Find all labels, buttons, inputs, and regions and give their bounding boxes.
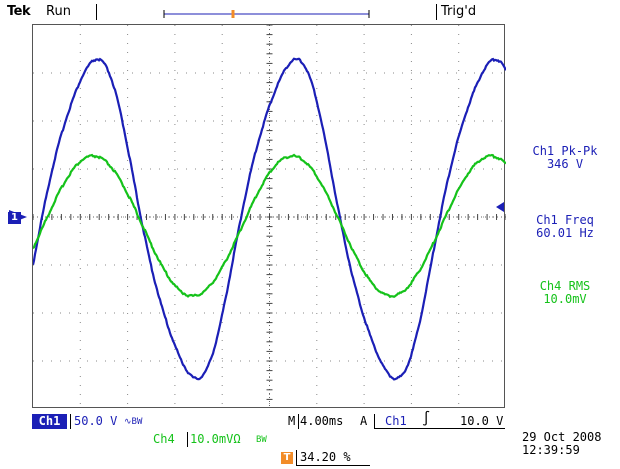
divider [374,428,505,429]
measurement-ch4-rms: Ch4 RMS 10.0mV [510,280,620,306]
ch4-tag[interactable]: Ch4 [153,432,175,446]
timebase-label: M [288,414,296,428]
trigger-level-value: 10.0 V [460,414,504,428]
time-readout: 12:39:59 [522,443,580,457]
ch1-bandwidth-limit-icon: ∿BW [124,417,143,427]
measurement-label: Ch4 RMS [539,279,591,293]
ch1-ground-marker-icon[interactable]: 1 [8,212,21,224]
ch4-bandwidth-limit-icon: BW [256,435,267,445]
measurement-label: Ch1 Pk-Pk [532,144,598,158]
trigger-level-arrow-icon[interactable] [496,202,504,212]
trigger-state: Trig'd [441,4,477,19]
waveform-display[interactable] [32,24,506,409]
divider [70,414,71,429]
ch4-volts-per-div: 10.0mVΩ [190,432,241,446]
measurement-ch1-pkpk: Ch1 Pk-Pk 346 V [510,145,620,171]
trigger-mode-label: A [360,414,368,428]
divider [298,414,299,429]
measurement-value: 346 V [546,157,584,171]
trigger-position-icon: T [281,452,293,464]
ch1-tag[interactable]: Ch1 [32,414,67,429]
trigger-position-percent: 34.20 % [296,450,370,466]
divider [96,4,97,20]
ch1-volts-per-div: 50.0 V [74,414,118,428]
measurement-value: 60.01 Hz [536,226,594,240]
ch1-trace [33,57,506,381]
measurement-ch1-freq: Ch1 Freq 60.01 Hz [510,214,620,240]
ch4-trace [33,153,506,299]
timebase-value: 4.00ms [300,414,344,428]
brand-logo: Tek [7,4,31,19]
acquisition-state: Run [46,4,71,19]
divider [374,414,375,429]
divider [187,432,188,447]
measurement-value: 10.0mV [543,292,587,306]
trigger-slope-icon: ∫ [422,411,431,427]
date-readout: 29 Oct 2008 [522,430,602,444]
measurement-label: Ch1 Freq [536,213,594,227]
divider [436,4,437,20]
record-window-bar[interactable] [163,10,370,18]
graticule [33,25,506,409]
trigger-source: Ch1 [385,414,407,428]
